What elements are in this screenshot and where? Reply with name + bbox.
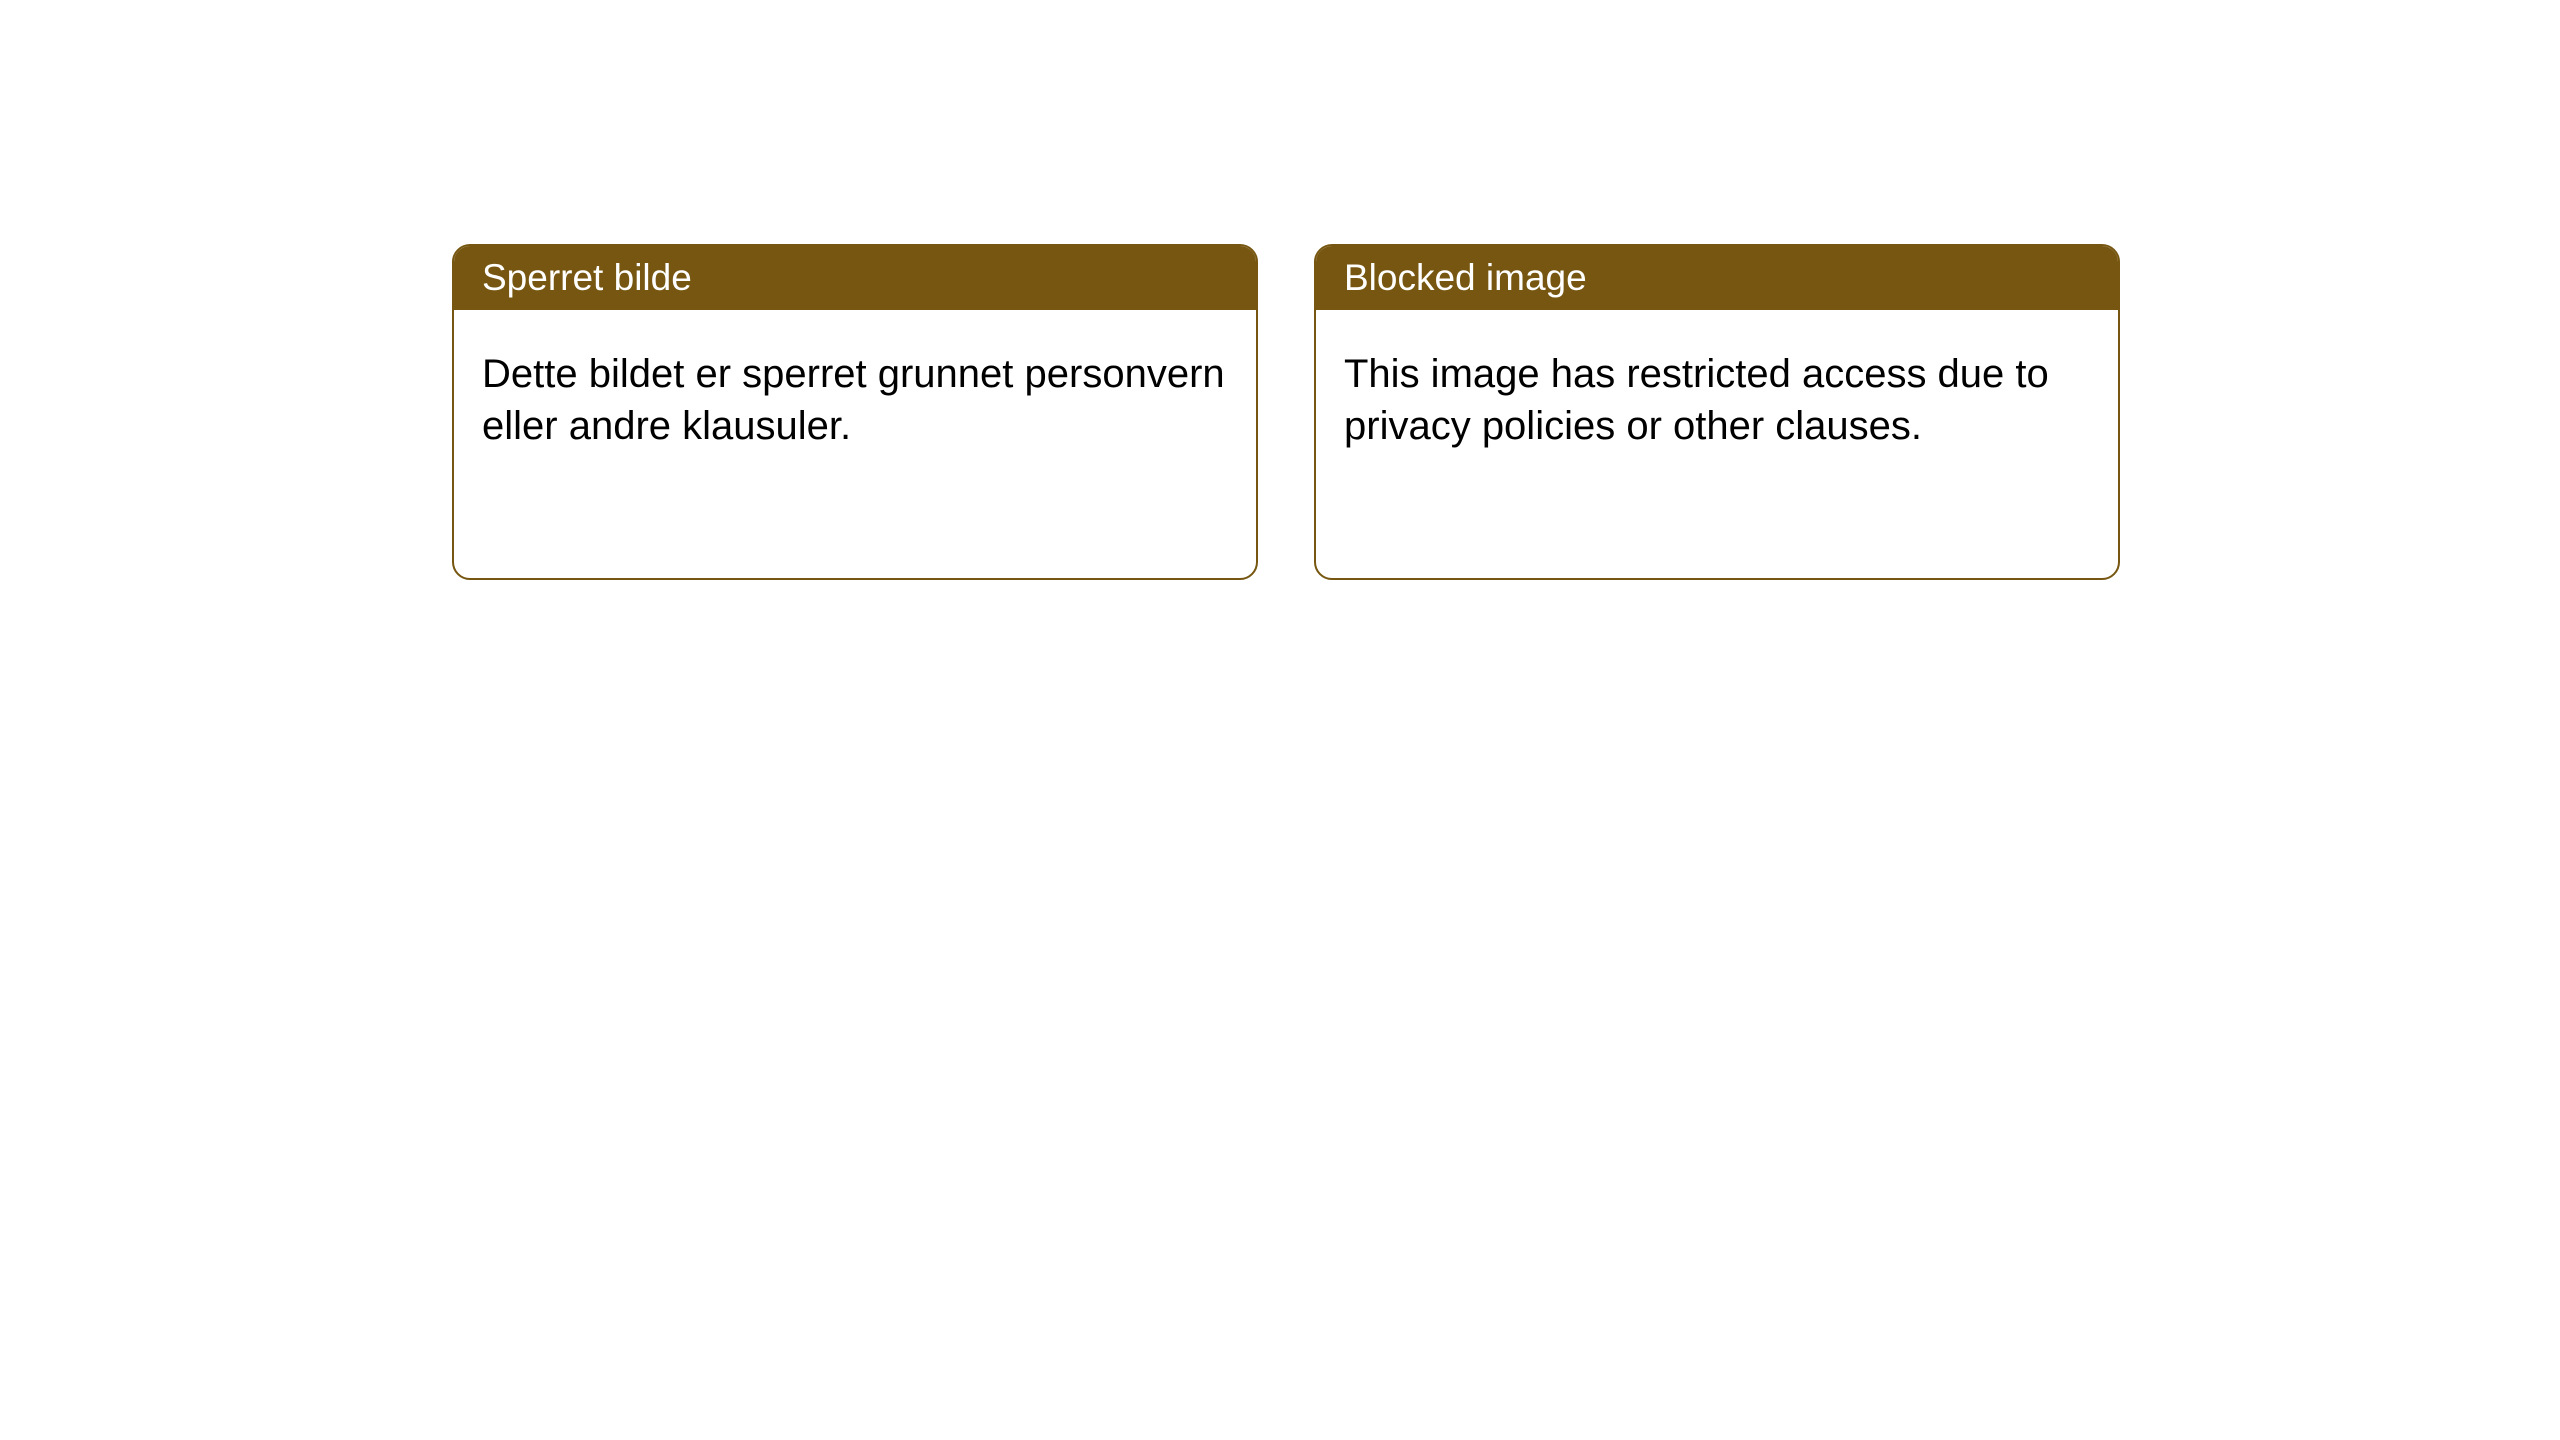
card-header: Sperret bilde xyxy=(454,246,1256,310)
card-body: This image has restricted access due to … xyxy=(1316,310,2118,490)
card-body: Dette bildet er sperret grunnet personve… xyxy=(454,310,1256,490)
notice-card-english: Blocked image This image has restricted … xyxy=(1314,244,2120,580)
notice-container: Sperret bilde Dette bildet er sperret gr… xyxy=(0,0,2560,580)
card-header: Blocked image xyxy=(1316,246,2118,310)
notice-card-norwegian: Sperret bilde Dette bildet er sperret gr… xyxy=(452,244,1258,580)
